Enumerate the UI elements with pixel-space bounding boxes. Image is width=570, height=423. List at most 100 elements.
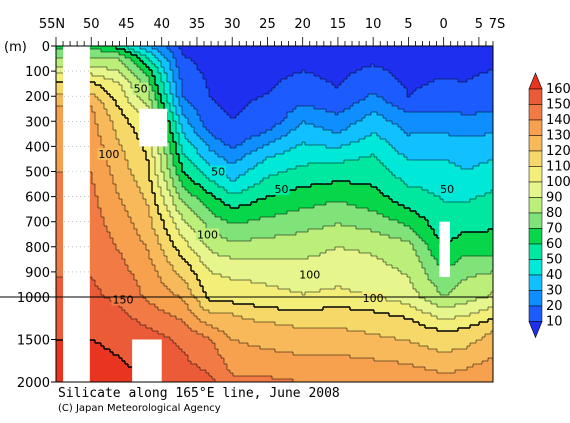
field-cell [305, 70, 309, 74]
field-cell [296, 52, 300, 56]
field-cell [374, 49, 378, 53]
field-cell [485, 64, 489, 68]
field-cell [479, 97, 483, 101]
field-cell [110, 103, 114, 107]
field-cell [446, 79, 450, 83]
field-cell [320, 97, 324, 101]
field-cell [239, 52, 243, 56]
field-cell [416, 46, 420, 50]
field-cell [197, 67, 201, 71]
field-cell [413, 100, 417, 104]
field-cell [302, 91, 306, 95]
field-cell [152, 103, 156, 107]
field-cell [299, 91, 303, 95]
field-cell [464, 88, 468, 92]
field-cell [98, 64, 102, 68]
field-cell [449, 73, 453, 77]
field-cell [353, 88, 357, 92]
field-cell [155, 91, 159, 95]
field-cell [443, 85, 447, 89]
field-cell [407, 100, 411, 104]
field-cell [164, 88, 168, 92]
field-cell [188, 61, 192, 65]
field-cell [248, 52, 252, 56]
field-cell [362, 85, 366, 89]
field-cell [458, 82, 462, 86]
field-cell [290, 85, 294, 89]
field-cell [230, 52, 234, 56]
field-cell [392, 46, 396, 50]
field-cell [251, 52, 255, 56]
field-cell [302, 64, 306, 68]
field-cell [164, 46, 168, 50]
field-cell [437, 46, 441, 50]
field-cell [242, 79, 246, 83]
field-cell [125, 103, 129, 107]
field-cell [407, 61, 411, 65]
field-cell [368, 70, 372, 74]
field-cell [158, 52, 162, 56]
field-cell [278, 79, 282, 83]
field-cell [395, 58, 399, 62]
field-cell [203, 100, 207, 104]
field-cell [107, 106, 111, 110]
field-cell [386, 61, 390, 65]
field-cell [131, 70, 135, 74]
field-cell [398, 58, 402, 62]
field-cell [152, 79, 156, 83]
field-cell [458, 91, 462, 95]
field-cell [488, 103, 492, 107]
field-cell [455, 85, 459, 89]
field-cell [119, 73, 123, 77]
field-cell [335, 52, 339, 56]
field-cell [125, 106, 129, 110]
field-cell [389, 91, 393, 95]
field-cell [410, 91, 414, 95]
field-cell [179, 94, 183, 98]
field-cell [107, 49, 111, 53]
field-cell [362, 94, 366, 98]
field-cell [182, 67, 186, 71]
field-cell [176, 79, 180, 83]
field-cell [251, 46, 255, 50]
field-cell [110, 58, 114, 62]
field-cell [59, 85, 63, 89]
field-cell [263, 52, 267, 56]
field-cell [329, 67, 333, 71]
field-cell [104, 94, 108, 98]
field-cell [110, 82, 114, 86]
field-cell [446, 55, 450, 59]
field-cell [428, 100, 432, 104]
field-cell [221, 70, 225, 74]
field-cell [137, 97, 141, 101]
field-cell [272, 76, 276, 80]
field-cell [245, 91, 249, 95]
field-cell [467, 94, 471, 98]
field-cell [233, 79, 237, 83]
field-cell [428, 70, 432, 74]
field-cell [116, 103, 120, 107]
field-cell [461, 79, 465, 83]
field-cell [140, 49, 144, 53]
field-cell [110, 73, 114, 77]
field-cell [167, 67, 171, 71]
field-cell [290, 49, 294, 53]
field-cell [398, 97, 402, 101]
field-cell [485, 67, 489, 71]
field-cell [470, 49, 474, 53]
field-cell [218, 79, 222, 83]
field-cell [134, 46, 138, 50]
field-cell [203, 76, 207, 80]
field-cell [329, 82, 333, 86]
field-cell [443, 73, 447, 77]
field-cell [128, 61, 132, 65]
field-cell [425, 100, 429, 104]
field-cell [491, 94, 493, 98]
field-cell [281, 70, 285, 74]
field-cell [491, 67, 493, 71]
field-cell [101, 70, 105, 74]
field-cell [467, 70, 471, 74]
field-cell [101, 88, 105, 92]
field-cell [110, 76, 114, 80]
field-cell [359, 82, 363, 86]
